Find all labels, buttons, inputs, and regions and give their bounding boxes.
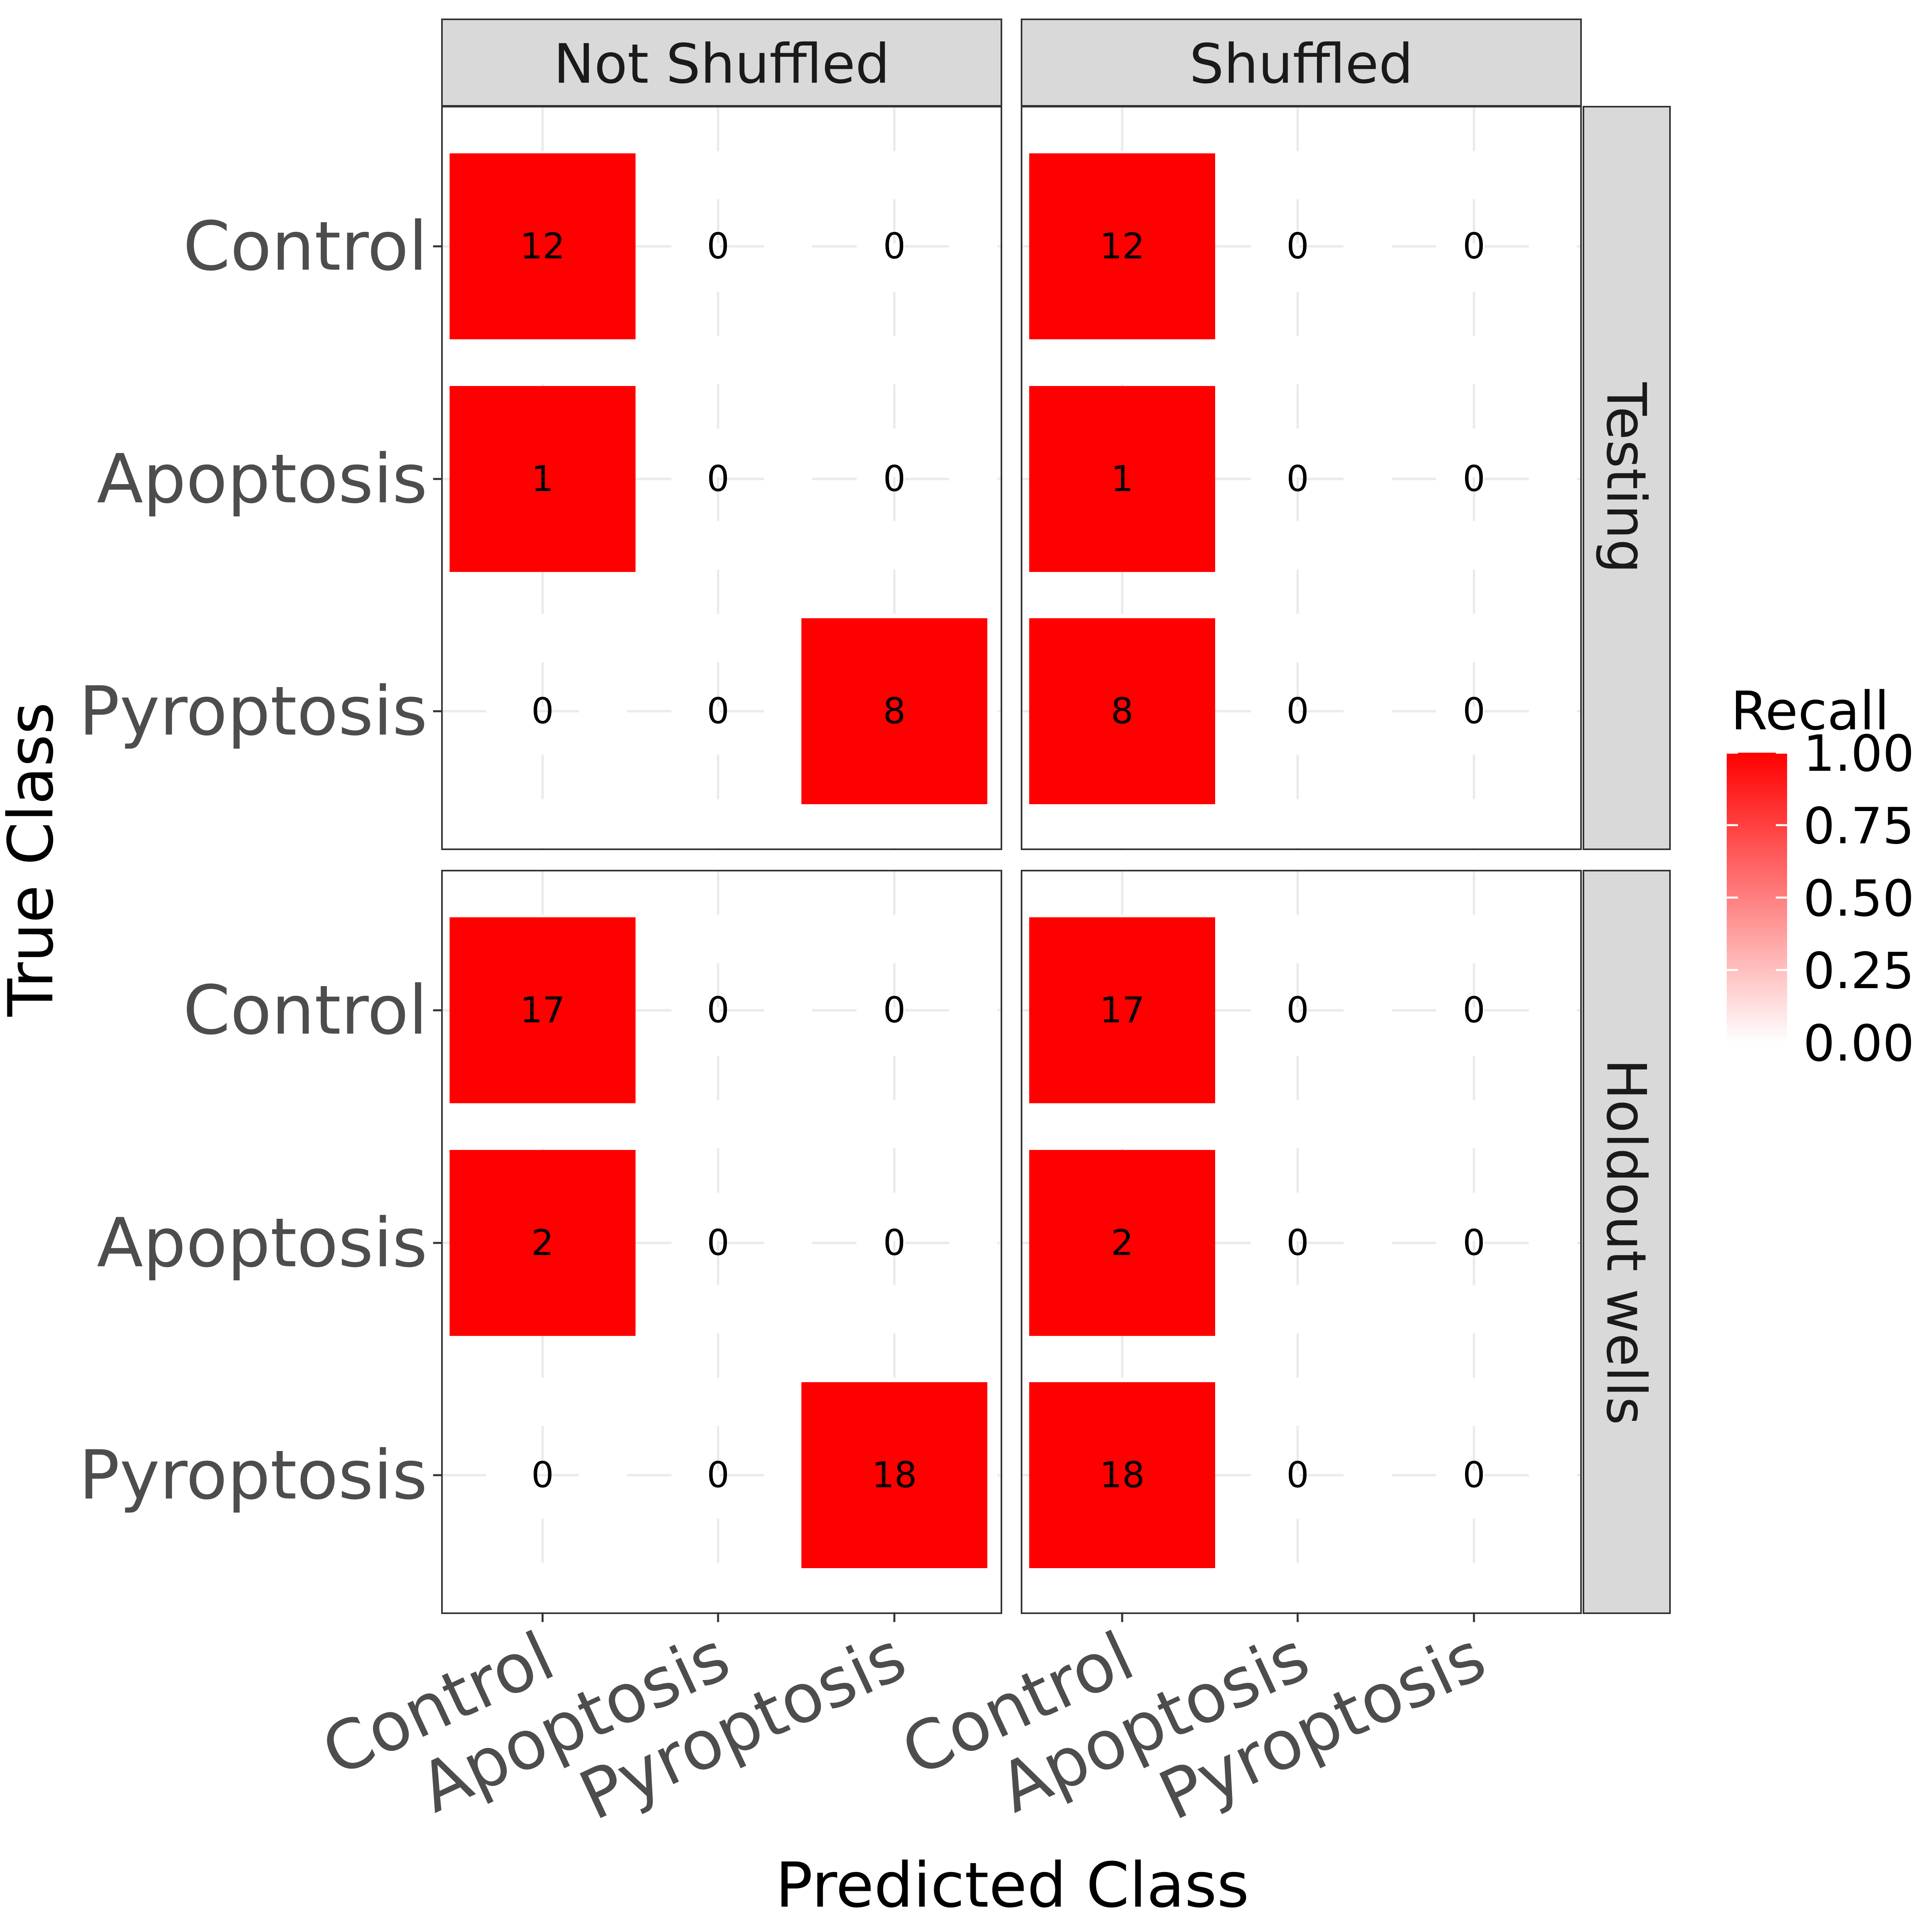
cell-count-label: 1: [531, 458, 554, 500]
cell-count-label: 0: [1286, 1222, 1309, 1263]
cell-count-label: 0: [883, 1222, 906, 1263]
cell-count-label: 0: [1286, 225, 1309, 267]
cell-count-label: 0: [707, 690, 729, 732]
y-tick-label: Pyroptosis: [79, 1436, 427, 1515]
cell-count-label: 0: [1286, 1454, 1309, 1496]
heatmap-tile: [1029, 618, 1215, 804]
cell-count-label: 0: [531, 690, 554, 732]
column-strip-label: Shuffled: [1189, 33, 1413, 96]
cell-count-label: 0: [883, 458, 906, 500]
cell-count-label: 0: [707, 1222, 729, 1263]
y-tick-label: Apoptosis: [97, 1203, 427, 1282]
cell-count-label: 1: [1111, 458, 1133, 500]
heatmap-tile: [450, 153, 636, 339]
cell-count-label: 12: [1100, 225, 1145, 267]
y-tick-label: Apoptosis: [97, 440, 427, 518]
cell-count-label: 0: [1286, 458, 1309, 500]
panel-border: [1021, 870, 1582, 1614]
facet-panel: 17 0 0 2 0 0 18 0 0: [1021, 870, 1582, 1614]
legend-tick-label: 0.00: [1803, 1015, 1914, 1073]
legend-tick-label: 0.75: [1803, 797, 1914, 855]
heatmap-tile: [801, 618, 987, 804]
heatmap-tile: [450, 1150, 636, 1336]
legend-tick-label: 1.00: [1803, 725, 1914, 783]
row-strip: [1583, 870, 1671, 1614]
cell-count-label: 0: [1463, 458, 1485, 500]
column-strip: [1021, 19, 1582, 107]
y-tick-label: Pyroptosis: [79, 672, 427, 751]
cell-count-label: 0: [1286, 989, 1309, 1031]
legend-tick-label: 0.25: [1803, 942, 1914, 1000]
cell-count-label: 0: [1463, 225, 1485, 267]
cell-count-label: 0: [883, 989, 906, 1031]
facet-strips: Not Shuffled Shuffled Testing Holdout wells: [441, 19, 1671, 1614]
x-axis-title: Predicted Class: [775, 1849, 1249, 1922]
cell-count-label: 2: [1111, 1222, 1133, 1263]
column-strip: [441, 19, 1002, 107]
cell-count-label: 0: [707, 1454, 729, 1496]
facet-panel: 12 0 0 1 0 0 8 0 0: [1021, 106, 1582, 850]
y-tick-label: Control: [183, 207, 427, 286]
cell-count-label: 0: [1463, 1222, 1485, 1263]
heatmap-tile: [450, 917, 636, 1103]
cell-count-label: 17: [1100, 989, 1145, 1031]
cell-count-label: 0: [883, 225, 906, 267]
cell-count-label: 18: [1100, 1454, 1145, 1496]
row-strip-label: Holdout wells: [1595, 1059, 1658, 1425]
cell-count-label: 0: [1463, 1454, 1485, 1496]
cell-count-label: 2: [531, 1222, 554, 1263]
cell-count-label: 0: [531, 1454, 554, 1496]
y-tick-label: Control: [183, 971, 427, 1050]
heatmap-tile: [450, 386, 636, 572]
cell-count-label: 8: [1111, 690, 1133, 732]
heatmap-tile: [1029, 153, 1215, 339]
facet-panel: 12 0 0 1 0 0 0 0 8: [441, 106, 1002, 850]
legend: Recall 1.00 0.75 0.50 0.25 0.00: [1727, 680, 1914, 1073]
legend-tick-label: 0.50: [1803, 870, 1914, 928]
cell-count-label: 0: [1463, 989, 1485, 1031]
cell-count-label: 0: [707, 458, 729, 500]
row-strip: [1583, 106, 1671, 850]
row-strip-label: Testing: [1595, 382, 1658, 574]
column-strip-label: Not Shuffled: [553, 33, 890, 96]
cell-count-label: 0: [707, 225, 729, 267]
cell-count-label: 18: [872, 1454, 917, 1496]
cell-count-label: 0: [1463, 690, 1485, 732]
heatmap-tile: [1029, 1150, 1215, 1336]
heatmap-tile: [801, 1382, 987, 1568]
facet-panel: 17 0 0 2 0 0 0 0 18: [441, 870, 1002, 1614]
cell-count-label: 17: [520, 989, 565, 1031]
y-axis-title: True Class: [0, 702, 67, 1017]
heatmap-tile: [1029, 917, 1215, 1103]
cell-count-label: 0: [1286, 690, 1309, 732]
heatmap-tile: [1029, 386, 1215, 572]
cell-count-label: 12: [520, 225, 565, 267]
legend-title: Recall: [1731, 680, 1889, 742]
cell-count-label: 8: [883, 690, 906, 732]
cell-count-label: 0: [707, 989, 729, 1031]
heatmap-tile: [1029, 1382, 1215, 1568]
